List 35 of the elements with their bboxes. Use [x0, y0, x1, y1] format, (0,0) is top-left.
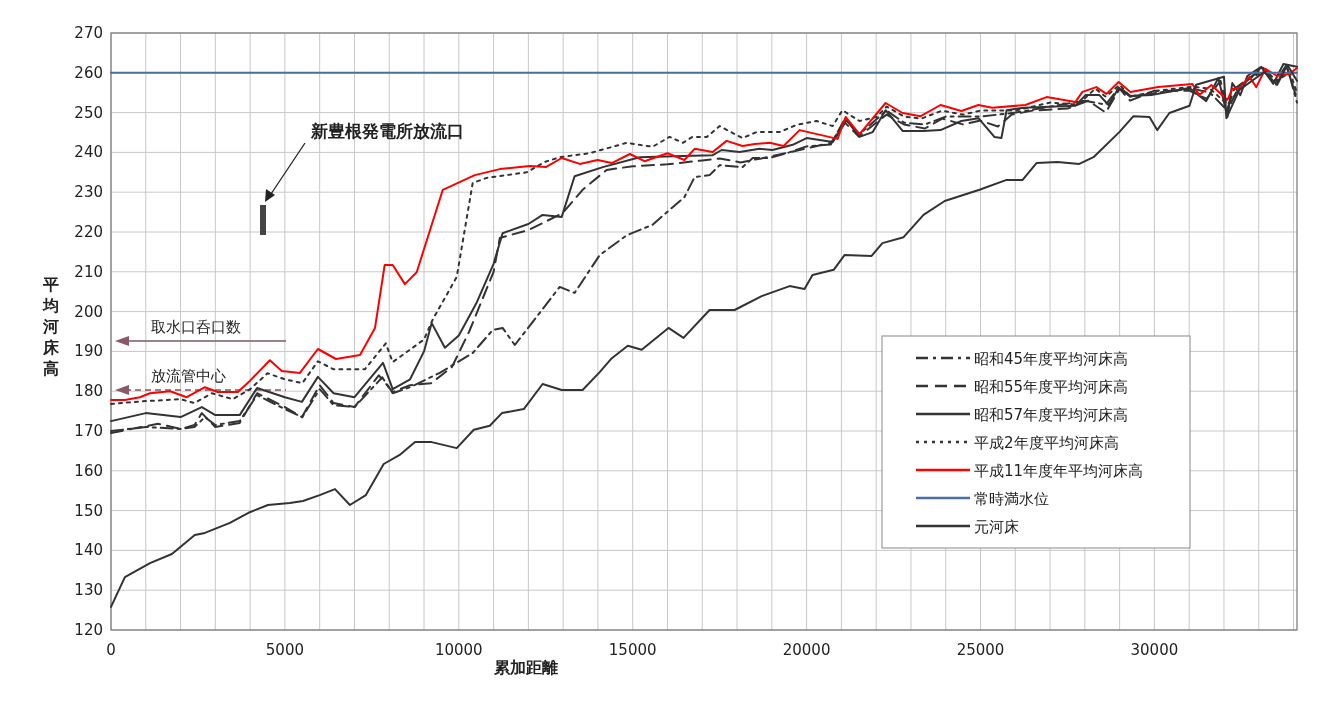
y-tick-label: 160 — [74, 461, 103, 480]
annotation: 新豊根発電所放流口 — [310, 121, 464, 141]
legend-label: 昭和55年度平均河床高 — [974, 378, 1129, 396]
x-tick-label: 0 — [106, 641, 116, 659]
y-tick-label: 250 — [74, 103, 103, 122]
y-axis-title: 平均河床高 — [42, 275, 60, 378]
legend-label: 平成2年度平均河床高 — [974, 434, 1119, 452]
y-tick-label: 190 — [74, 342, 103, 361]
y-tick-label: 120 — [74, 621, 103, 639]
y-tick-label: 260 — [74, 63, 103, 82]
x-tick-label: 10000 — [434, 641, 483, 659]
legend-label: 常時満水位 — [974, 490, 1049, 508]
x-tick-label: 30000 — [1130, 641, 1179, 659]
y-tick-label: 180 — [74, 382, 103, 401]
y-tick-label: 220 — [74, 223, 103, 241]
x-tick-label: 5000 — [265, 641, 304, 659]
x-tick-label: 15000 — [608, 641, 657, 659]
y-tick-label: 130 — [74, 581, 103, 600]
x-tick-label: 25000 — [956, 641, 1005, 659]
annotation: 取水口呑口数 — [151, 318, 241, 336]
x-tick-label: 20000 — [782, 641, 831, 659]
y-tick-label: 140 — [74, 541, 103, 560]
y-tick-label: 200 — [74, 302, 103, 321]
y-tick-label: 150 — [74, 501, 103, 520]
y-tick-label: 270 — [74, 24, 103, 42]
legend-label: 平成11年度年平均河床高 — [974, 462, 1144, 480]
annotation: 放流管中心 — [151, 367, 226, 385]
legend-label: 元河床 — [974, 518, 1019, 536]
y-tick-label: 170 — [74, 422, 103, 440]
legend-label: 昭和45年度平均河床高 — [974, 350, 1129, 368]
x-axis-title: 累加距離 — [493, 658, 558, 677]
y-tick-label: 230 — [74, 183, 103, 202]
y-tick-label: 240 — [74, 143, 103, 162]
legend-label: 昭和57年度平均河床高 — [974, 406, 1129, 424]
y-tick-label: 210 — [74, 262, 103, 281]
